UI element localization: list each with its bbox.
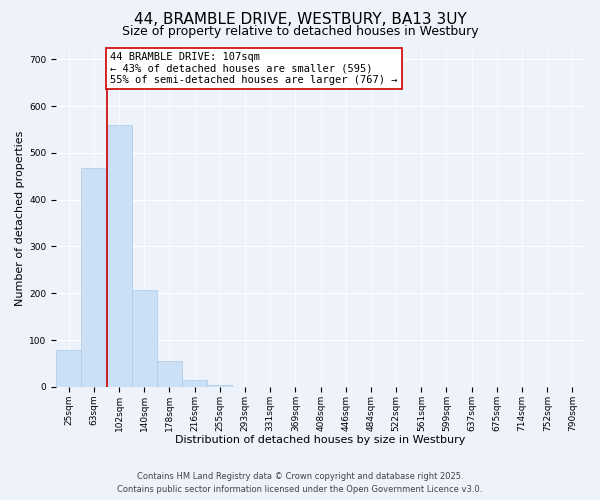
Text: 44, BRAMBLE DRIVE, WESTBURY, BA13 3UY: 44, BRAMBLE DRIVE, WESTBURY, BA13 3UY	[134, 12, 466, 28]
Text: 44 BRAMBLE DRIVE: 107sqm
← 43% of detached houses are smaller (595)
55% of semi-: 44 BRAMBLE DRIVE: 107sqm ← 43% of detach…	[110, 52, 398, 85]
Bar	[182, 380, 207, 387]
Bar	[207, 386, 232, 387]
Bar	[56, 350, 82, 387]
Bar	[107, 125, 131, 387]
Text: Contains HM Land Registry data © Crown copyright and database right 2025.
Contai: Contains HM Land Registry data © Crown c…	[118, 472, 482, 494]
Y-axis label: Number of detached properties: Number of detached properties	[15, 130, 25, 306]
Bar	[157, 361, 182, 387]
Bar	[131, 290, 157, 387]
X-axis label: Distribution of detached houses by size in Westbury: Distribution of detached houses by size …	[175, 435, 466, 445]
Bar	[82, 168, 107, 387]
Text: Size of property relative to detached houses in Westbury: Size of property relative to detached ho…	[122, 25, 478, 38]
